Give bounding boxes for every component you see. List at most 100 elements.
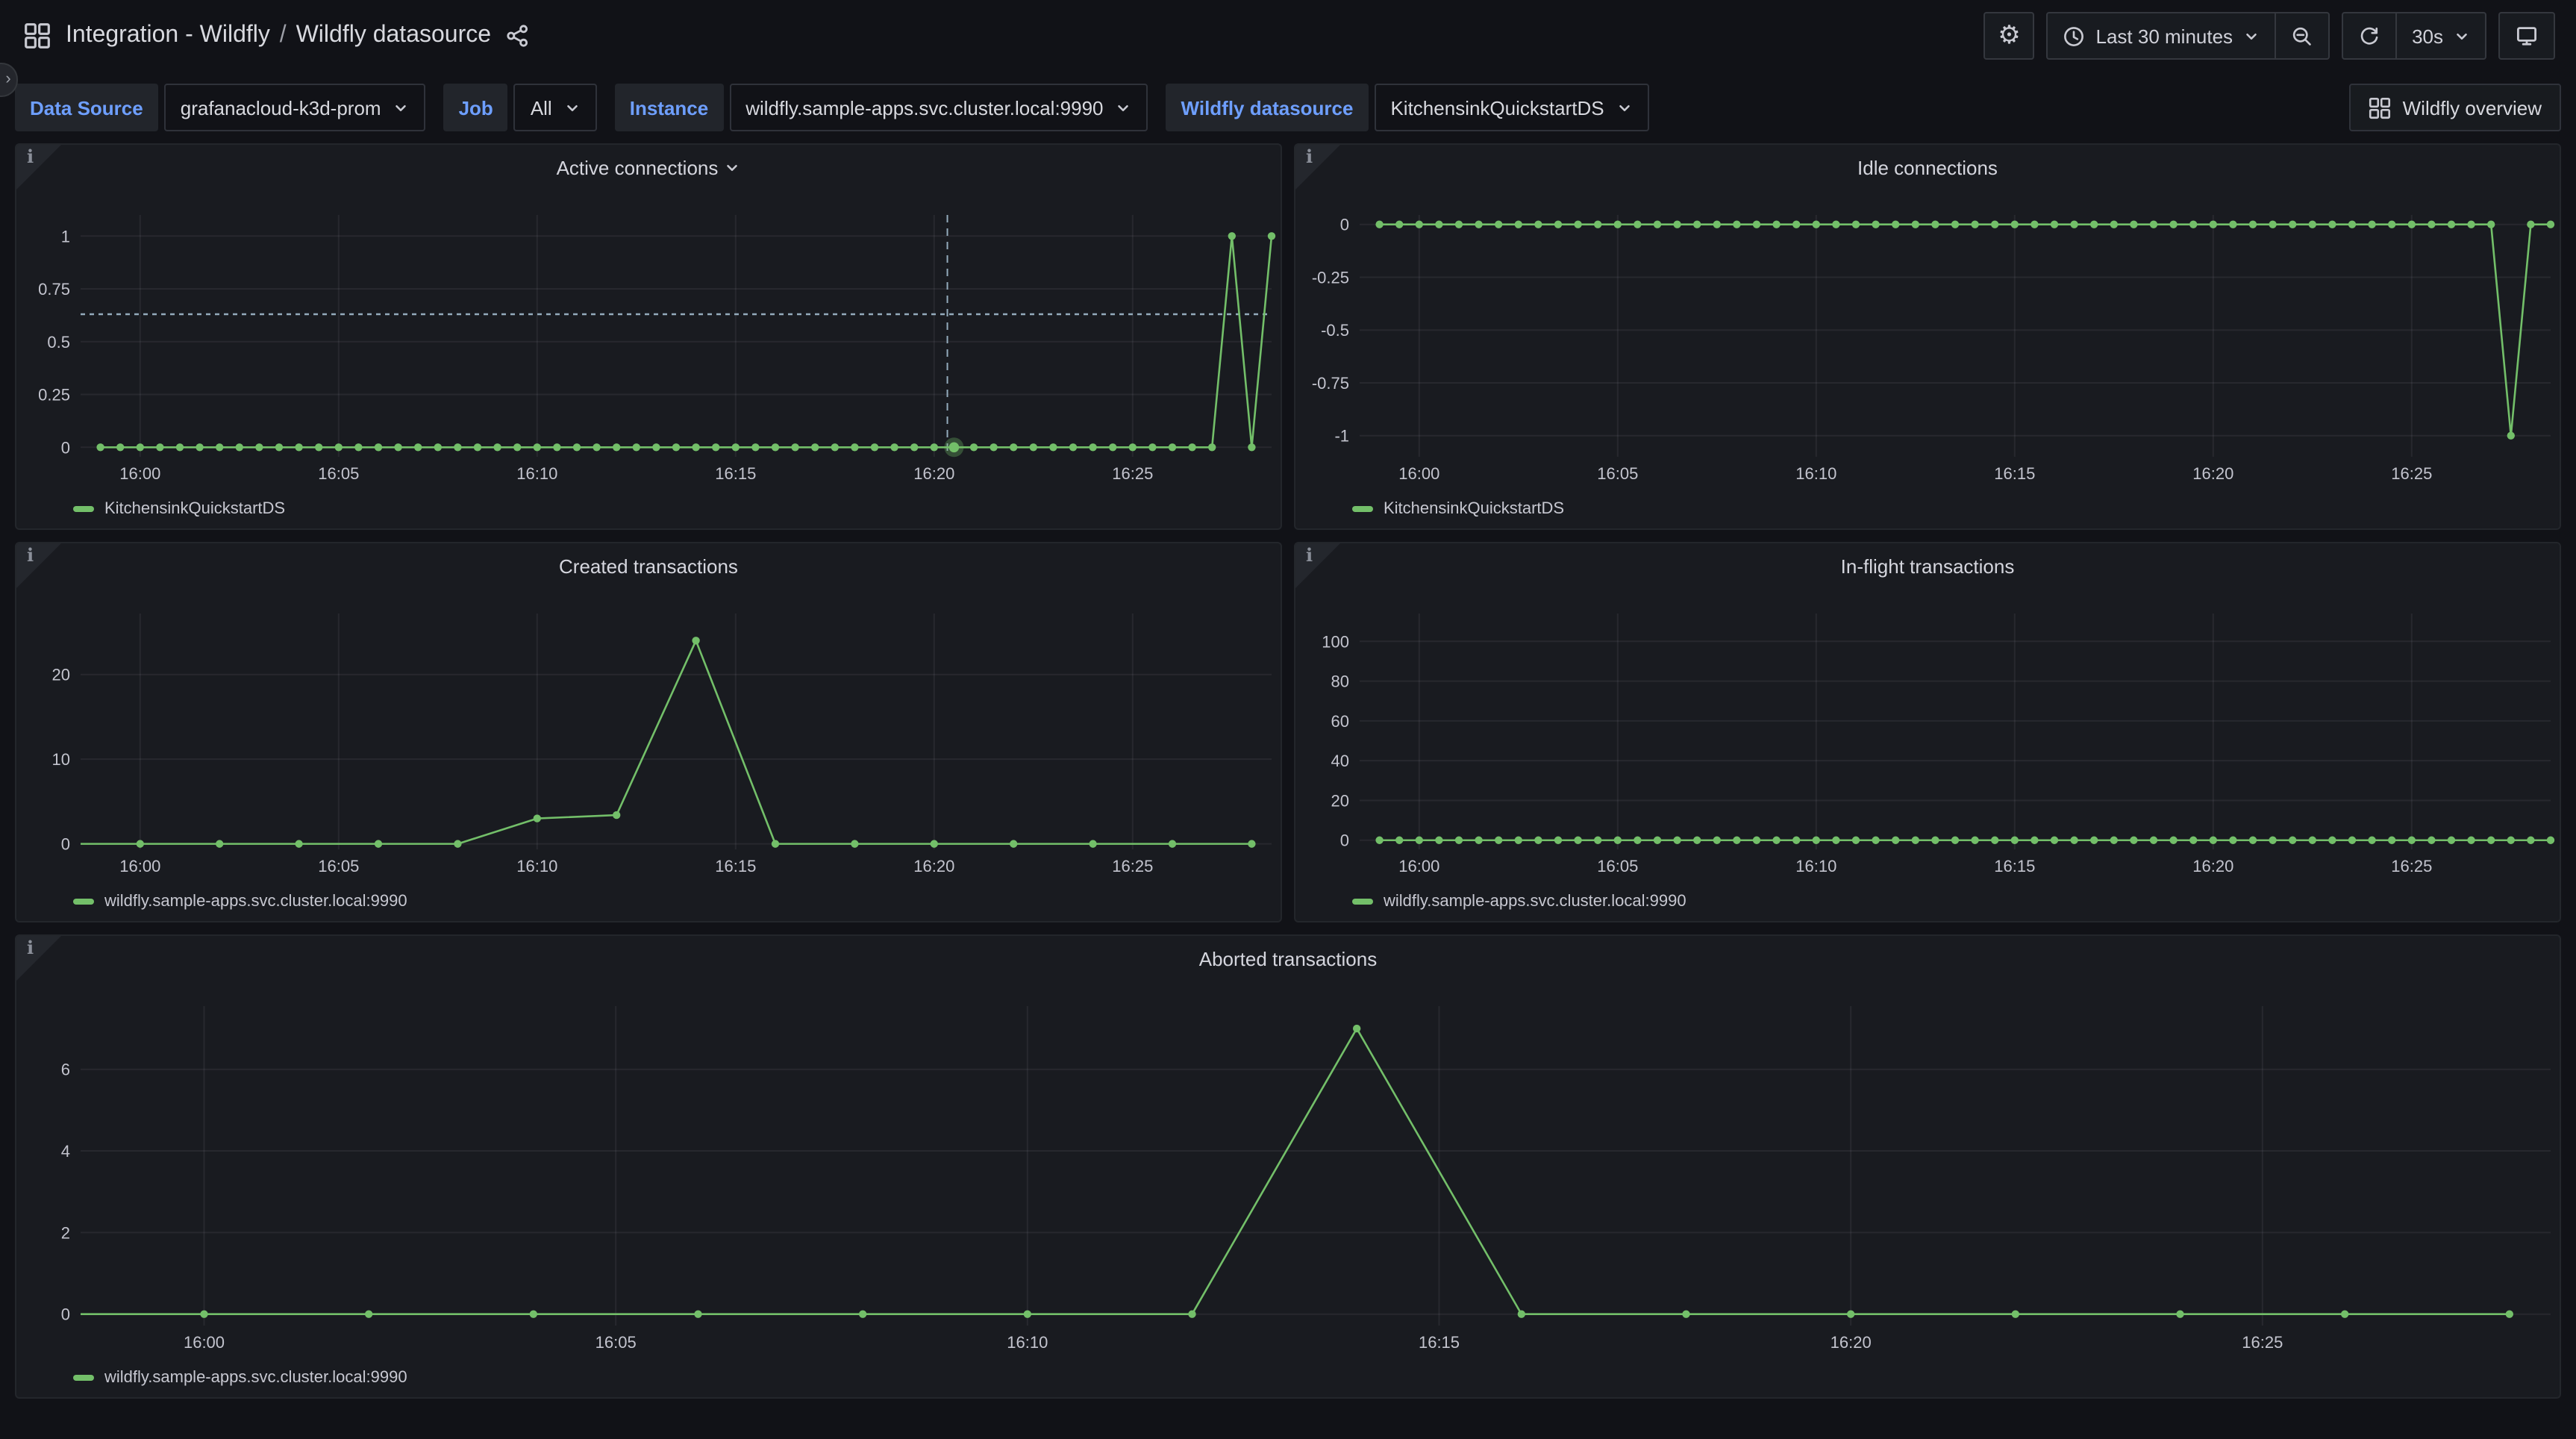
svg-text:-1: -1 (1334, 427, 1349, 446)
top-toolbar: Integration - Wildfly / Wildfly datasour… (0, 0, 2576, 72)
svg-text:0: 0 (61, 438, 70, 457)
svg-text:16:20: 16:20 (2192, 464, 2233, 483)
panel-menu-created-transactions[interactable]: Created transactions (16, 543, 1281, 588)
refresh-button[interactable] (2343, 13, 2395, 58)
svg-text:0.75: 0.75 (38, 280, 70, 299)
variable-value-data-source[interactable]: grafanacloud-k3d-prom (163, 84, 426, 131)
cycle-view-button[interactable] (2498, 12, 2555, 60)
panel-info-corner[interactable] (16, 543, 61, 588)
chart-in-flight-transactions[interactable]: 16:00 16:05 16:10 16:15 16:20 16:25 0 20 40 60 80 1… (1295, 588, 2560, 882)
svg-text:16:15: 16:15 (1994, 464, 2035, 483)
panel-menu-in-flight-transactions[interactable]: In-flight transactions (1295, 543, 2560, 588)
chart-aborted-transactions[interactable]: 16:00 16:05 16:10 16:15 16:20 16:25 0 2 4 6 (16, 981, 2560, 1358)
wildfly-overview-button[interactable]: Wildfly overview (2348, 84, 2561, 131)
legend-swatch (1352, 506, 1373, 512)
svg-text:2: 2 (61, 1223, 70, 1242)
legend-created-transactions: wildfly.sample-apps.svc.cluster.local:99… (16, 882, 1281, 921)
svg-text:16:05: 16:05 (318, 464, 359, 483)
panel-title: Idle connections (1857, 156, 1998, 178)
panel-menu-aborted-transactions[interactable]: Aborted transactions (16, 936, 2560, 981)
svg-text:16:10: 16:10 (1795, 857, 1836, 875)
time-range-picker[interactable]: Last 30 minutes (2048, 13, 2275, 58)
legend-label[interactable]: KitchensinkQuickstartDS (1384, 500, 1565, 518)
panel-title: Active connections (556, 156, 719, 178)
svg-text:16:15: 16:15 (1419, 1333, 1460, 1352)
svg-text:16:10: 16:10 (516, 857, 557, 875)
svg-text:16:15: 16:15 (715, 464, 756, 483)
svg-text:20: 20 (1331, 791, 1349, 810)
panel-in-flight-transactions: i In-flight transactions 16:00 16:05 16:10… (1294, 542, 2561, 923)
variable-value-instance[interactable]: wildfly.sample-apps.svc.cluster.local:99… (729, 84, 1148, 131)
legend-label[interactable]: KitchensinkQuickstartDS (104, 500, 286, 518)
chevron-down-icon (1619, 104, 1630, 111)
info-icon: i (27, 937, 34, 958)
svg-text:0: 0 (61, 835, 70, 854)
time-picker-group: Last 30 minutes (2046, 12, 2330, 60)
breadcrumb: Integration - Wildfly / Wildfly datasour… (66, 22, 491, 49)
panel-title: In-flight transactions (1840, 555, 2015, 577)
refresh-interval-picker[interactable]: 30s (2395, 13, 2485, 58)
svg-text:40: 40 (1331, 752, 1349, 770)
variable-label-instance[interactable]: Instance (614, 84, 724, 131)
panel-menu-active-connections[interactable]: Active connections (16, 145, 1281, 190)
chevron-down-icon (1118, 104, 1129, 111)
chevron-down-icon (396, 104, 407, 111)
panel-created-transactions: i Created transactions 16:00 16:05 16:10 16… (15, 542, 1282, 923)
svg-text:16:10: 16:10 (516, 464, 557, 483)
zoom-out-button[interactable] (2275, 13, 2328, 58)
variable-label-job[interactable]: Job (443, 84, 508, 131)
svg-text:0.5: 0.5 (47, 333, 70, 352)
breadcrumb-dashboard[interactable]: Wildfly datasource (296, 22, 492, 48)
svg-text:16:25: 16:25 (1112, 464, 1153, 483)
svg-text:16:20: 16:20 (1831, 1333, 1872, 1352)
svg-text:16:05: 16:05 (1597, 464, 1638, 483)
chevron-down-icon (2457, 32, 2467, 40)
variable-value-job[interactable]: All (513, 84, 597, 131)
variables-bar: Data Source grafanacloud-k3d-prom Job Al… (0, 72, 2576, 143)
legend-swatch (73, 506, 94, 512)
wildfly-overview-label: Wildfly overview (2402, 96, 2542, 119)
svg-text:16:00: 16:00 (1398, 857, 1439, 875)
chart-created-transactions[interactable]: 16:00 16:05 16:10 16:15 16:20 16:25 0 10 20 (16, 588, 1281, 882)
svg-text:16:05: 16:05 (318, 857, 359, 875)
panel-info-corner[interactable] (1295, 145, 1340, 190)
svg-text:16:05: 16:05 (595, 1333, 637, 1352)
apps-grid-icon (2369, 96, 2390, 119)
svg-text:0.25: 0.25 (38, 386, 70, 405)
panel-info-corner[interactable] (1295, 543, 1340, 588)
svg-text:16:00: 16:00 (1398, 464, 1439, 483)
variable-value-wildfly-datasource[interactable]: KitchensinkQuickstartDS (1374, 84, 1649, 131)
svg-text:80: 80 (1331, 672, 1349, 691)
svg-text:-0.5: -0.5 (1321, 321, 1349, 340)
variable-value-text: grafanacloud-k3d-prom (180, 96, 381, 119)
variable-label-data-source[interactable]: Data Source (15, 84, 158, 131)
svg-text:16:25: 16:25 (2391, 857, 2432, 875)
panel-active-connections: i Active connections 16:00 16:05 16:10 16:1… (15, 143, 1282, 530)
variable-label-wildfly-datasource[interactable]: Wildfly datasource (1166, 84, 1369, 131)
svg-text:4: 4 (61, 1142, 70, 1161)
legend-label[interactable]: wildfly.sample-apps.svc.cluster.local:99… (1384, 893, 1686, 911)
panel-info-corner[interactable] (16, 145, 61, 190)
gear-icon: ⚙ (1998, 20, 2021, 50)
chart-active-connections[interactable]: 16:00 16:05 16:10 16:15 16:20 16:25 0 0.25 0.5 0.… (16, 190, 1281, 490)
svg-text:0: 0 (1340, 216, 1349, 234)
legend-aborted-transactions: wildfly.sample-apps.svc.cluster.local:99… (16, 1358, 2560, 1397)
svg-text:-0.25: -0.25 (1312, 268, 1349, 287)
share-icon[interactable] (506, 24, 530, 48)
panel-menu-idle-connections[interactable]: Idle connections (1295, 145, 2560, 190)
legend-swatch (73, 1375, 94, 1381)
svg-text:0: 0 (61, 1305, 70, 1324)
legend-label[interactable]: wildfly.sample-apps.svc.cluster.local:99… (104, 1369, 407, 1387)
svg-text:16:20: 16:20 (913, 857, 954, 875)
info-icon: i (27, 146, 34, 167)
chevron-right-icon: › (5, 70, 11, 88)
panel-info-corner[interactable] (16, 936, 61, 981)
svg-text:6: 6 (61, 1061, 70, 1079)
dashboard-settings-button[interactable]: ⚙ (1983, 12, 2035, 60)
svg-text:20: 20 (52, 666, 70, 684)
breadcrumb-folder[interactable]: Integration - Wildfly (66, 22, 270, 48)
chart-idle-connections[interactable]: 16:00 16:05 16:10 16:15 16:20 16:25 0 -0.25 -0.5… (1295, 190, 2560, 490)
svg-text:10: 10 (52, 750, 70, 769)
legend-label[interactable]: wildfly.sample-apps.svc.cluster.local:99… (104, 893, 407, 911)
